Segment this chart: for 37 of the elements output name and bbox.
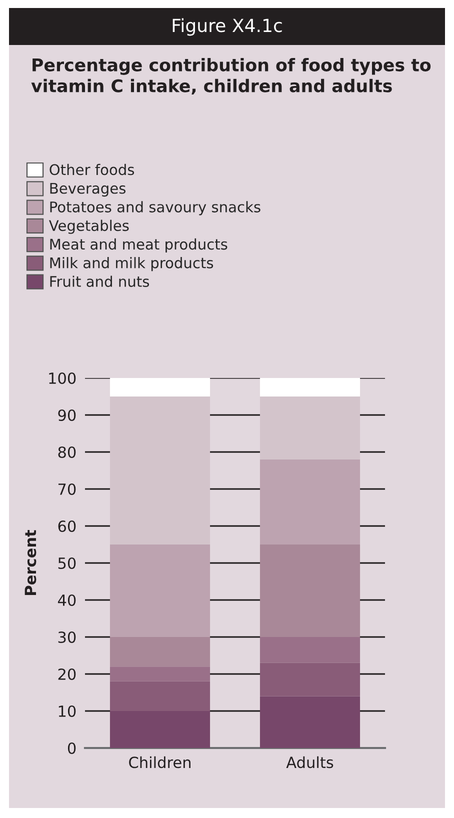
bar xyxy=(260,637,360,663)
x-tick-label: Adults xyxy=(286,756,334,768)
y-tick-label: 30 xyxy=(58,631,76,644)
bar xyxy=(260,662,360,696)
legend-label: Potatoes and savoury snacks xyxy=(50,201,260,216)
bar xyxy=(110,544,210,637)
bar xyxy=(110,378,210,396)
bar xyxy=(110,681,210,711)
legend-label: Meat and meat products xyxy=(50,238,228,253)
legend-label: Fruit and nuts xyxy=(50,276,150,287)
bar xyxy=(110,637,210,667)
bar xyxy=(260,378,360,396)
legend-label: Milk and milk products xyxy=(50,257,214,272)
chart-title: Figure X4.1c xyxy=(172,18,282,36)
bar xyxy=(110,396,210,544)
y-tick-label: 100 xyxy=(49,372,76,384)
bar xyxy=(260,544,360,637)
chart-subtitle: Percentage contribution of food types to vitamin C intake, children and adults xyxy=(31,58,431,95)
bar xyxy=(260,396,360,460)
y-axis-title: Percent xyxy=(24,530,36,595)
x-tick-label: Children xyxy=(129,756,190,768)
y-tick-label: 70 xyxy=(58,483,76,496)
y-tick-label: 60 xyxy=(58,520,76,532)
legend-label: Beverages xyxy=(50,182,126,197)
bar xyxy=(110,666,210,682)
bar xyxy=(110,711,210,748)
y-tick-label: 90 xyxy=(58,409,76,422)
y-tick-label: 50 xyxy=(58,557,76,570)
y-tick-label: 80 xyxy=(58,446,76,458)
y-tick-label: 10 xyxy=(58,705,76,718)
legend-label: Vegetables xyxy=(48,220,129,234)
bar xyxy=(260,459,360,544)
legend-label: Other foods xyxy=(50,164,134,176)
y-tick-label: 0 xyxy=(68,742,76,754)
y-tick-label: 20 xyxy=(58,668,76,680)
y-tick-label: 40 xyxy=(58,594,76,606)
bar xyxy=(260,696,360,748)
